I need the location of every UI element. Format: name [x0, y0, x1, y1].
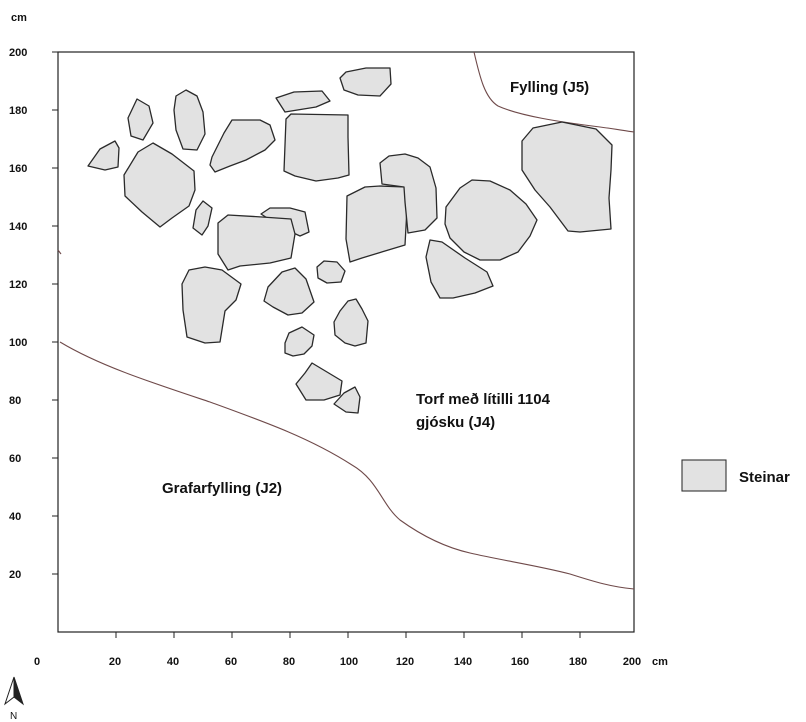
boundary-j5	[473, 51, 635, 133]
x-tick-label: 0	[34, 656, 40, 668]
x-tick-label: 40	[167, 656, 179, 668]
y-tick-label: 140	[9, 221, 27, 233]
north-arrow-icon	[4, 676, 15, 706]
stone	[275, 90, 331, 113]
stone	[209, 119, 276, 173]
x-tick-label: 80	[283, 656, 295, 668]
stone	[345, 185, 408, 263]
stone	[284, 326, 315, 357]
y-tick-label: 200	[9, 47, 27, 59]
x-tick-label: 120	[396, 656, 414, 668]
x-axis-unit: cm	[652, 656, 668, 668]
stone	[316, 260, 346, 284]
stone	[333, 298, 369, 347]
label-torf-line2: gjósku (J4)	[416, 414, 495, 431]
stone	[521, 121, 613, 233]
x-tick-label: 160	[511, 656, 529, 668]
x-tick-label: 60	[225, 656, 237, 668]
legend: Steinar	[681, 459, 790, 492]
north-arrow-icon-shade	[13, 676, 24, 706]
boundary-j2	[59, 341, 635, 590]
y-tick-label: 20	[9, 569, 21, 581]
legend-swatch-stone	[681, 459, 727, 492]
x-tick-label: 200	[623, 656, 641, 668]
stone	[339, 67, 392, 97]
stone	[295, 362, 343, 401]
stone	[192, 200, 213, 236]
stone	[263, 267, 315, 316]
stone	[333, 386, 361, 414]
stone	[379, 153, 438, 234]
x-axis: 0 20 40 60 80 100 120 140 160 180 200	[34, 632, 641, 668]
y-axis: 20 40 60 80 100 120 140 160 180 200	[9, 47, 58, 581]
stone	[173, 89, 206, 151]
stone	[444, 179, 538, 261]
stone	[123, 142, 196, 228]
label-grafarfylling-j2: Grafarfylling (J2)	[162, 480, 282, 497]
y-tick-label: 180	[9, 105, 27, 117]
y-tick-label: 80	[9, 395, 21, 407]
y-axis-unit: cm	[11, 12, 27, 24]
stones	[87, 67, 613, 414]
label-torf-line1: Torf með lítilli 1104	[416, 391, 551, 408]
north-label: N	[10, 711, 17, 722]
legend-label: Steinar	[739, 469, 790, 486]
y-tick-label: 160	[9, 163, 27, 175]
y-tick-label: 120	[9, 279, 27, 291]
x-tick-label: 180	[569, 656, 587, 668]
y-tick-label: 100	[9, 337, 27, 349]
stone	[217, 214, 296, 271]
boundary-edge-mark	[57, 249, 62, 255]
north-arrow: N	[4, 676, 24, 722]
stone	[283, 113, 350, 182]
label-fylling-j5: Fylling (J5)	[510, 79, 589, 96]
stone	[127, 98, 154, 141]
y-tick-label: 60	[9, 453, 21, 465]
stone	[87, 140, 120, 171]
stone	[181, 266, 242, 344]
x-tick-label: 20	[109, 656, 121, 668]
stone	[425, 239, 494, 299]
x-tick-label: 100	[340, 656, 358, 668]
y-tick-label: 40	[9, 511, 21, 523]
x-tick-label: 140	[454, 656, 472, 668]
